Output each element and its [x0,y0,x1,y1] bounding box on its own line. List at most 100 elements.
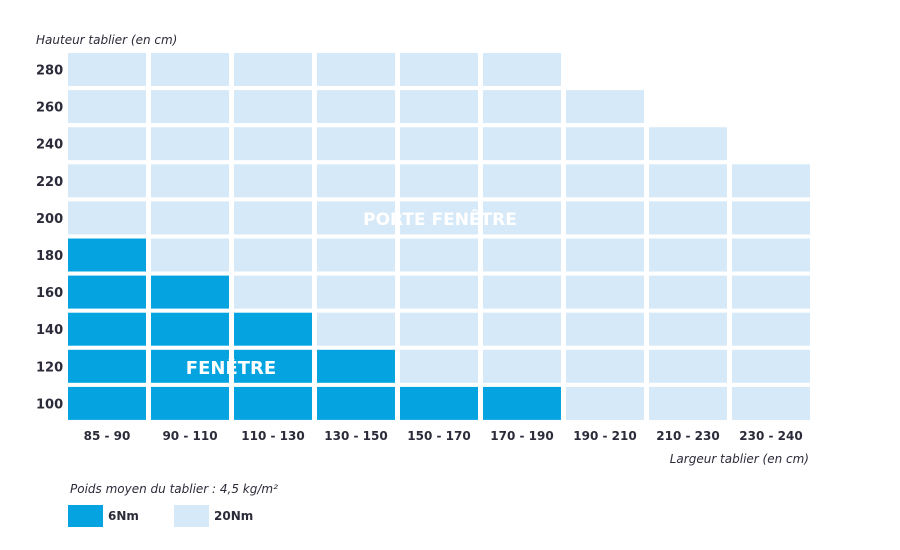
x-tick-label: 230 - 240 [739,429,802,443]
average-weight-note: Poids moyen du tablier : 4,5 kg/m² [70,482,278,496]
cell-180-230-240 [732,238,810,272]
cell-120-90-110 [151,349,229,383]
cell-240-130-150 [317,127,395,161]
cell-160-230-240 [732,275,810,309]
cell-180-85-90 [68,238,146,272]
legend-label-20nm: 20Nm [214,509,254,523]
x-tick-label: 90 - 110 [162,429,217,443]
cell-240-190-210 [566,127,644,161]
cell-200-150-170 [400,201,478,235]
cell-140-170-190 [483,312,561,346]
x-tick-label: 210 - 230 [656,429,719,443]
y-tick-label: 240 [36,138,63,153]
cell-180-150-170 [400,238,478,272]
cell-280-170-190 [483,53,561,86]
y-tick-label: 260 [36,101,63,116]
y-tick-labels: 280 260 240 220 200 180 160 140 120 100 [36,64,63,413]
cell-200-190-210 [566,201,644,235]
cell-100-190-210 [566,386,644,420]
cell-160-190-210 [566,275,644,309]
cell-100-230-240 [732,386,810,420]
y-tick-label: 120 [36,360,63,375]
cell-260-110-130 [234,90,312,124]
x-tick-label: 110 - 130 [241,429,304,443]
cell-180-190-210 [566,238,644,272]
cell-120-230-240 [732,349,810,383]
cell-260-90-110 [151,90,229,124]
y-tick-label: 200 [36,212,63,227]
chart-cells [68,53,810,420]
cell-280-85-90 [68,53,146,86]
cell-160-85-90 [68,275,146,309]
cell-260-85-90 [68,90,146,124]
cell-200-130-150 [317,201,395,235]
legend-swatch-6nm [68,505,103,527]
cell-140-190-210 [566,312,644,346]
cell-140-110-130 [234,312,312,346]
cell-160-110-130 [234,275,312,309]
cell-260-170-190 [483,90,561,124]
cell-220-170-190 [483,164,561,198]
cell-200-210-230 [649,201,727,235]
cell-240-85-90 [68,127,146,161]
cell-200-110-130 [234,201,312,235]
cell-160-210-230 [649,275,727,309]
cell-280-150-170 [400,53,478,86]
cell-140-90-110 [151,312,229,346]
y-axis-title: Hauteur tablier (en cm) [36,33,177,47]
cell-100-170-190 [483,386,561,420]
cell-220-230-240 [732,164,810,198]
cell-160-150-170 [400,275,478,309]
cell-260-130-150 [317,90,395,124]
porte-fenetre-label: PORTE FENÊTRE [363,208,517,230]
cell-140-210-230 [649,312,727,346]
cell-240-210-230 [649,127,727,161]
cell-220-110-130 [234,164,312,198]
cell-140-130-150 [317,312,395,346]
cell-100-110-130 [234,386,312,420]
cell-120-210-230 [649,349,727,383]
cell-280-90-110 [151,53,229,86]
y-tick-label: 180 [36,249,63,264]
cell-100-130-150 [317,386,395,420]
cell-140-150-170 [400,312,478,346]
cell-200-85-90 [68,201,146,235]
cell-140-230-240 [732,312,810,346]
fenetre-label: FENÊTRE [186,357,276,379]
y-tick-label: 220 [36,175,63,190]
legend-item-20nm: 20Nm [174,505,253,527]
cell-120-150-170 [400,349,478,383]
cell-140-85-90 [68,312,146,346]
cell-220-190-210 [566,164,644,198]
cell-220-210-230 [649,164,727,198]
x-tick-label: 130 - 150 [324,429,387,443]
torque-chart: Hauteur tablier (en cm) 280 260 240 220 200 1… [36,33,810,466]
x-tick-label: 170 - 190 [490,429,553,443]
y-tick-label: 160 [36,286,63,301]
cell-220-130-150 [317,164,395,198]
cell-240-90-110 [151,127,229,161]
cell-160-170-190 [483,275,561,309]
x-tick-label: 190 - 210 [573,429,636,443]
cell-220-150-170 [400,164,478,198]
cell-180-110-130 [234,238,312,272]
x-tick-label: 150 - 170 [407,429,470,443]
cell-180-90-110 [151,238,229,272]
cell-240-150-170 [400,127,478,161]
cell-260-150-170 [400,90,478,124]
cell-200-170-190 [483,201,561,235]
cell-120-170-190 [483,349,561,383]
cell-100-85-90 [68,386,146,420]
legend-swatch-20nm [174,505,209,527]
cell-100-90-110 [151,386,229,420]
x-tick-labels: 85 - 90 90 - 110 110 - 130 130 - 150 150 - 1… [84,429,803,443]
cell-220-85-90 [68,164,146,198]
y-tick-label: 140 [36,323,63,338]
cell-120-130-150 [317,349,395,383]
cell-200-230-240 [732,201,810,235]
cell-220-90-110 [151,164,229,198]
x-axis-title: Largeur tablier (en cm) [670,452,809,466]
cell-180-130-150 [317,238,395,272]
cell-240-170-190 [483,127,561,161]
cell-280-110-130 [234,53,312,86]
